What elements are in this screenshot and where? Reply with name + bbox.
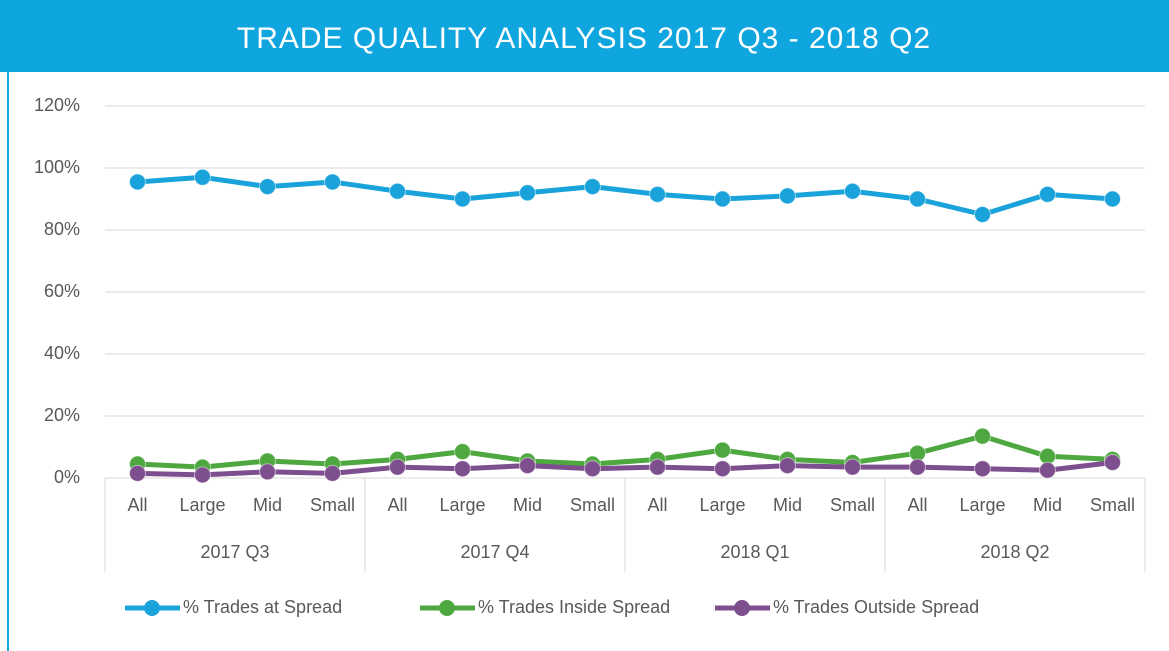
series-marker bbox=[714, 190, 731, 208]
legend-label: % Trades Outside Spread bbox=[773, 597, 979, 617]
x-tick-label: Mid bbox=[773, 495, 802, 515]
x-tick-label: Large bbox=[179, 495, 225, 515]
series-marker bbox=[454, 443, 471, 461]
series-marker bbox=[1104, 190, 1121, 208]
series-marker bbox=[389, 458, 406, 476]
series-marker bbox=[779, 457, 796, 475]
x-tick-label: Small bbox=[570, 495, 615, 515]
series-marker bbox=[649, 458, 666, 476]
legend-marker bbox=[439, 600, 455, 616]
series-marker bbox=[1039, 185, 1056, 203]
series-marker bbox=[129, 464, 146, 482]
legend-marker bbox=[144, 600, 160, 616]
series-marker bbox=[1104, 454, 1121, 471]
series-marker bbox=[324, 173, 341, 191]
series-line bbox=[137, 174, 1113, 217]
series-marker bbox=[974, 427, 991, 445]
series-marker bbox=[129, 173, 146, 191]
y-tick-label: 0% bbox=[54, 467, 80, 487]
series-marker bbox=[909, 190, 926, 208]
series-marker bbox=[389, 182, 406, 200]
series-marker bbox=[194, 168, 211, 186]
series-marker bbox=[844, 458, 861, 476]
series-marker bbox=[259, 463, 276, 481]
group-label: 2017 Q3 bbox=[200, 542, 269, 562]
legend-marker bbox=[734, 600, 750, 616]
series-marker bbox=[909, 458, 926, 476]
series-marker bbox=[714, 460, 731, 478]
x-tick-label: Large bbox=[439, 495, 485, 515]
series-marker bbox=[519, 184, 536, 202]
series-marker bbox=[324, 464, 341, 482]
series-marker bbox=[844, 182, 861, 200]
x-tick-label: Mid bbox=[513, 495, 542, 515]
series-marker bbox=[714, 441, 731, 459]
series-marker bbox=[1039, 461, 1056, 479]
series-marker bbox=[974, 460, 991, 478]
y-tick-label: 20% bbox=[44, 405, 80, 425]
x-tick-label: All bbox=[127, 495, 147, 515]
x-tick-label: Large bbox=[959, 495, 1005, 515]
series-marker bbox=[584, 178, 601, 196]
series-marker bbox=[649, 185, 666, 203]
series-marker bbox=[454, 190, 471, 208]
y-tick-label: 120% bbox=[34, 95, 80, 115]
series-marker bbox=[194, 466, 211, 484]
series-marker bbox=[584, 460, 601, 478]
x-tick-label: Small bbox=[310, 495, 355, 515]
chart-title: TRADE QUALITY ANALYSIS 2017 Q3 - 2018 Q2 bbox=[237, 22, 931, 55]
y-tick-label: 80% bbox=[44, 219, 80, 239]
legend-label: % Trades at Spread bbox=[183, 597, 342, 617]
y-tick-label: 60% bbox=[44, 281, 80, 301]
group-label: 2018 Q2 bbox=[980, 542, 1049, 562]
x-tick-label: All bbox=[907, 495, 927, 515]
series-marker bbox=[259, 178, 276, 196]
group-label: 2017 Q4 bbox=[460, 542, 529, 562]
series-marker bbox=[519, 457, 536, 475]
x-tick-label: Mid bbox=[253, 495, 282, 515]
x-tick-label: Small bbox=[1090, 495, 1135, 515]
y-tick-label: 40% bbox=[44, 343, 80, 363]
legend-label: % Trades Inside Spread bbox=[478, 597, 670, 617]
header-bar bbox=[0, 0, 1169, 72]
x-tick-label: Small bbox=[830, 495, 875, 515]
x-tick-label: Large bbox=[699, 495, 745, 515]
series-marker bbox=[779, 187, 796, 205]
series-marker bbox=[974, 206, 991, 223]
group-label: 2018 Q1 bbox=[720, 542, 789, 562]
series-marker bbox=[454, 460, 471, 478]
x-tick-label: All bbox=[647, 495, 667, 515]
y-tick-label: 100% bbox=[34, 157, 80, 177]
series-line bbox=[137, 460, 1113, 478]
x-tick-label: All bbox=[387, 495, 407, 515]
series-line bbox=[137, 433, 1113, 470]
x-tick-label: Mid bbox=[1033, 495, 1062, 515]
